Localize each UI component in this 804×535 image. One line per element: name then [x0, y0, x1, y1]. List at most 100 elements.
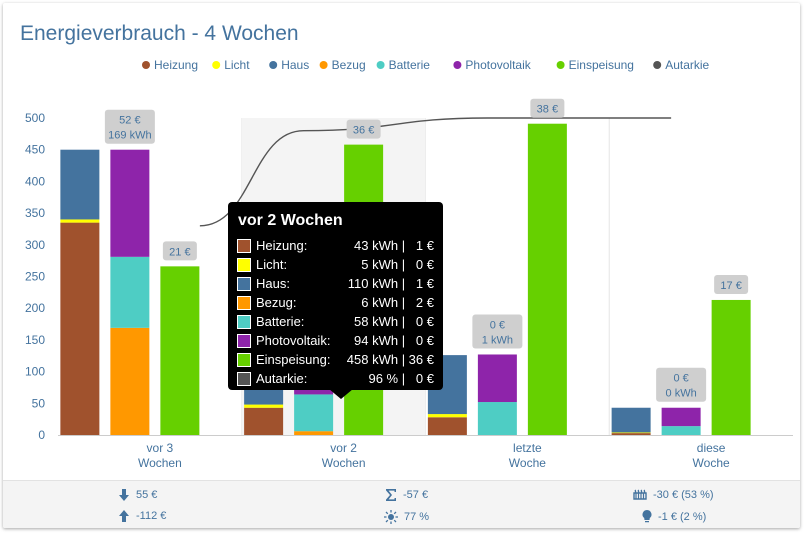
footer-sum: -57 €: [385, 489, 428, 501]
y-tick-label: 150: [25, 333, 45, 347]
bar-photovoltaik: [110, 149, 150, 257]
bar-haus: [611, 407, 651, 433]
y-tick-label: 450: [25, 143, 45, 157]
legend-label: Batterie: [389, 58, 431, 72]
bar-licht: [611, 432, 651, 434]
footer-export-value: 55 €: [136, 489, 158, 501]
tooltip-row: Bezug: 6 kWh | 2 €: [237, 295, 437, 313]
x-tick-label: Wochen: [138, 456, 182, 470]
bar-batterie: [661, 426, 701, 435]
tooltip-value: 110 kWh | 1 €: [347, 276, 434, 291]
tooltip-row: Batterie: 58 kWh | 0 €: [237, 314, 437, 332]
bar-heizung: [60, 222, 100, 435]
tooltip-value: 6 kWh | 2 €: [361, 295, 434, 310]
value-badge-text: 52 €: [119, 115, 140, 127]
footer-sum-value: -57 €: [403, 489, 429, 501]
bar-bezug: [294, 431, 334, 435]
value-badge: [530, 98, 565, 118]
value-badge-text: 0 kWh: [666, 388, 697, 400]
y-tick-label: 200: [25, 301, 45, 315]
bar-heizung: [427, 417, 467, 435]
tooltip-swatch: [237, 239, 251, 253]
tooltip-value: 96 % | 0 €: [368, 371, 434, 386]
chart-tooltip: vor 2 Wochen Heizung: 43 kWh | 1 € Licht:…: [228, 202, 443, 399]
footer-light-value: -1 € (2 %): [658, 510, 707, 523]
x-tick-label: vor 2: [330, 441, 357, 455]
tooltip-row: Heizung: 43 kWh | 1 €: [237, 238, 437, 256]
tooltip-swatch: [237, 353, 251, 367]
tooltip-swatch: [237, 258, 251, 272]
bar-einspeisung: [527, 123, 567, 436]
bar-heizung: [244, 407, 284, 435]
value-badge-text: 0 €: [490, 319, 505, 331]
sun-icon: [384, 510, 398, 524]
card-title: Energieverbrauch - 4 Wochen: [20, 22, 299, 45]
footer-import-value: -112 €: [136, 510, 167, 522]
tooltip-row: Autarkie: 96 % | 0 €: [237, 371, 437, 389]
tooltip-row: Haus: 110 kWh | 1 €: [237, 276, 437, 294]
legend-label: Einspeisung: [569, 58, 634, 72]
bar-licht: [60, 219, 100, 223]
lightbulb-icon: [642, 510, 652, 523]
y-tick-label: 0: [38, 428, 45, 442]
y-tick-label: 500: [25, 111, 45, 125]
x-tick-label: Woche: [693, 456, 730, 470]
radiator-icon: [633, 489, 647, 500]
value-badge-text: 0 €: [673, 373, 688, 385]
x-tick-label: diese: [697, 441, 726, 455]
tooltip-arrow: [329, 389, 353, 399]
value-badge: [714, 274, 749, 294]
tooltip-label: Autarkie:: [256, 371, 308, 386]
legend-marker: [212, 61, 221, 69]
legend-marker: [653, 61, 662, 69]
value-badge-text: 1 kWh: [482, 334, 513, 346]
footer-export: 55 €: [118, 489, 157, 501]
tooltip-row: Photovoltaik: 94 kWh | 0 €: [237, 333, 437, 351]
legend-label: Bezug: [332, 58, 366, 72]
tooltip-value: 58 kWh | 0 €: [354, 314, 434, 329]
tooltip-title: vor 2 Wochen: [238, 212, 343, 229]
footer-import: -112 €: [118, 510, 166, 522]
y-tick-label: 50: [32, 396, 46, 410]
x-tick-label: vor 3: [147, 441, 174, 455]
tooltip-value: 458 kWh | 36 €: [346, 352, 434, 367]
legend-label: Haus: [281, 58, 309, 72]
tooltip-swatch: [237, 372, 251, 386]
value-badge-text: 17 €: [720, 280, 741, 292]
legend-label: Heizung: [154, 58, 198, 72]
x-tick-label: letzte: [513, 441, 542, 455]
value-badge-text: 169 kWh: [108, 130, 151, 142]
value-badge: [346, 119, 381, 139]
legend-marker: [453, 61, 462, 69]
footer-solar-value: 77 %: [404, 511, 430, 523]
bar-photovoltaik: [661, 407, 701, 427]
value-badge: [104, 109, 155, 144]
y-tick-label: 300: [25, 238, 45, 252]
bar-licht: [427, 414, 467, 418]
bar-einspeisung: [160, 266, 200, 435]
y-tick-label: 400: [25, 174, 45, 188]
tooltip-label: Photovoltaik:: [256, 333, 331, 348]
y-tick-label: 350: [25, 206, 45, 220]
y-tick-label: 100: [25, 365, 45, 379]
tooltip-swatch: [237, 315, 251, 329]
tooltip-swatch: [237, 334, 251, 348]
tooltip-value: 5 kWh | 0 €: [361, 257, 434, 272]
value-badge: [656, 367, 707, 402]
value-badge-text: 38 €: [537, 104, 558, 116]
tooltip-label: Batterie:: [256, 314, 305, 329]
tooltip-row: Einspeisung: 458 kWh | 36 €: [237, 352, 437, 370]
legend-label: Licht: [224, 58, 250, 72]
legend-marker: [269, 61, 278, 69]
value-badge-text: 21 €: [169, 246, 190, 258]
energy-card: Energieverbrauch - 4 Wochen 0 50 100 150 200…: [3, 3, 800, 528]
footer-light: -1 € (2 %): [642, 510, 706, 523]
footer-heating: -30 € (53 %): [633, 489, 714, 501]
bar-photovoltaik: [477, 354, 517, 403]
legend-marker: [319, 61, 328, 69]
bar-bezug: [110, 327, 150, 435]
bar-licht: [244, 404, 284, 408]
tooltip-label: Heizung:: [256, 238, 308, 253]
bar-batterie: [294, 394, 334, 432]
legend-marker: [142, 61, 150, 69]
